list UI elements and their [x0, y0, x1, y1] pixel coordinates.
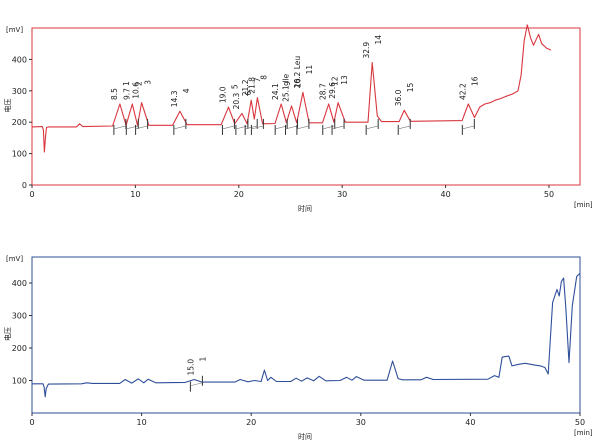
peak-time-label: 28.7: [319, 83, 328, 100]
x-tick-label: 0: [29, 418, 34, 427]
peak-time-label: 19.0: [218, 86, 227, 103]
y-tick-label: 200: [12, 118, 27, 127]
peak-number-label: 4: [182, 88, 191, 93]
x-tick-label: 50: [575, 418, 585, 427]
x-tick-label: 20: [234, 190, 244, 199]
peak-baseline: [398, 125, 411, 130]
peak-time-label: 36.0: [394, 89, 403, 106]
peak-number-label: 14: [374, 35, 383, 45]
chromatogram-top: 0 100 200 300 400 0 10 20 30 40 50 [mV] [min] 时间 电压 8.5…: [3, 24, 593, 213]
peak-time-label: 42.2: [458, 83, 467, 100]
y-tick-label: 300: [12, 312, 27, 321]
peak-time-label: 15.0: [186, 359, 195, 376]
peak-number-label: 1: [122, 81, 131, 86]
trace-line: [31, 24, 552, 153]
x-tick-label: 20: [246, 418, 256, 427]
x-tick-label: 50: [544, 190, 554, 199]
x-tick-label: 10: [130, 190, 140, 199]
peak-time-label: 21.2: [241, 79, 250, 96]
peak-number-label: 9: [283, 81, 292, 86]
peak-number-label: 16: [470, 76, 479, 86]
peak-number-label: 13: [340, 75, 349, 85]
peak-baseline: [126, 125, 139, 130]
peak-number-label: 3: [144, 80, 153, 85]
peak-number-label: 6: [244, 90, 253, 95]
peak-number-label: 8: [259, 75, 268, 80]
peak-time-label: 20.3: [232, 92, 241, 109]
peak-baseline: [331, 125, 345, 130]
trace-line: [32, 272, 581, 398]
peak-time-label: 14.3: [170, 90, 179, 107]
peak-baseline: [366, 125, 379, 130]
y-axis-label: 电压: [3, 327, 12, 341]
peak-number-label: 11: [305, 65, 314, 75]
peak-number-label: 12: [331, 76, 340, 86]
peak-baseline: [113, 125, 126, 130]
peak-time-label: 32.9: [362, 42, 371, 59]
peak-time-label: 29.6: [328, 82, 337, 99]
x-unit-label: [min]: [574, 201, 593, 209]
x-tick-label: 40: [465, 418, 475, 427]
peak-number-label: 10: [294, 78, 303, 88]
y-tick-label: 100: [12, 377, 27, 386]
peak-number-label: 7: [253, 77, 262, 82]
peak-baseline: [173, 125, 186, 130]
peak-number-label: 5: [230, 84, 239, 89]
x-axis-label: 时间: [298, 432, 312, 440]
x-axis-label: 时间: [298, 204, 312, 213]
peak-baseline: [296, 125, 309, 130]
peak-time-label: 21.8: [247, 77, 256, 94]
x-tick-label: 0: [29, 190, 34, 199]
y-unit-label: [mV]: [6, 26, 23, 34]
peak-baseline: [462, 125, 475, 130]
peak-baseline: [235, 125, 248, 130]
plot-frame: [31, 256, 581, 414]
peak-baseline: [190, 382, 203, 387]
y-tick-label: 0: [22, 181, 27, 190]
peak-baseline: [322, 125, 335, 130]
y-tick-label: 400: [12, 55, 27, 64]
y-axis-label: 电压: [3, 99, 12, 113]
peak-time-label: 10.6: [132, 82, 141, 99]
peak-time-label: 8.5: [110, 88, 119, 100]
x-tick-label: 10: [137, 418, 147, 427]
y-tick-label: 300: [12, 87, 27, 96]
x-tick-label: 40: [440, 190, 450, 199]
peak-number-label: 1: [198, 357, 207, 362]
peak-time-label: 24.1: [271, 83, 280, 100]
chromatogram-bottom: 100 200 300 400 0 10 20 30 40 50 [mV] [min] 时间 电压 15.0…: [3, 255, 593, 440]
peak-time-label: 9.7: [122, 88, 131, 100]
peak-baseline: [222, 125, 235, 130]
peak-time-label: 26.2 Leu: [293, 56, 302, 89]
y-tick-label: 100: [12, 150, 27, 159]
peak-baseline: [251, 125, 264, 130]
y-unit-label: [mV]: [6, 255, 23, 263]
x-tick-label: 30: [337, 190, 347, 199]
peak-baseline: [285, 125, 298, 130]
peak-time-label: 25.1 Ile: [282, 73, 291, 101]
x-unit-label: [min]: [574, 429, 593, 437]
y-tick-label: 400: [12, 279, 27, 288]
peak-number-label: 15: [406, 82, 415, 92]
x-tick-label: 30: [356, 418, 366, 427]
panel-separator: [0, 214, 605, 246]
y-tick-label: 200: [12, 344, 27, 353]
peak-number-label: 2: [134, 81, 143, 86]
peak-baseline: [135, 125, 148, 130]
